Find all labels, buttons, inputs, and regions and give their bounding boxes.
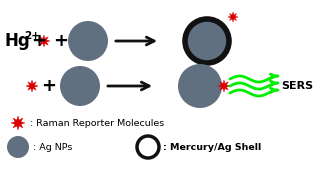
Circle shape (185, 19, 229, 63)
Circle shape (7, 136, 29, 158)
Text: +: + (53, 32, 68, 50)
Text: : Ag NPs: : Ag NPs (33, 143, 72, 152)
Text: SERS: SERS (281, 81, 313, 91)
Text: 2+: 2+ (24, 31, 40, 41)
Text: : Mercury/Ag Shell: : Mercury/Ag Shell (163, 143, 261, 152)
Polygon shape (26, 80, 38, 92)
Text: +: + (31, 32, 46, 50)
Polygon shape (228, 12, 238, 22)
Circle shape (68, 21, 108, 61)
Text: : Raman Reporter Molecules: : Raman Reporter Molecules (30, 119, 164, 128)
Circle shape (60, 66, 100, 106)
Circle shape (178, 64, 222, 108)
Polygon shape (11, 116, 25, 130)
Polygon shape (38, 35, 50, 47)
Circle shape (137, 136, 159, 158)
Text: +: + (41, 77, 56, 95)
Polygon shape (218, 80, 230, 92)
Text: Hg: Hg (4, 32, 30, 50)
